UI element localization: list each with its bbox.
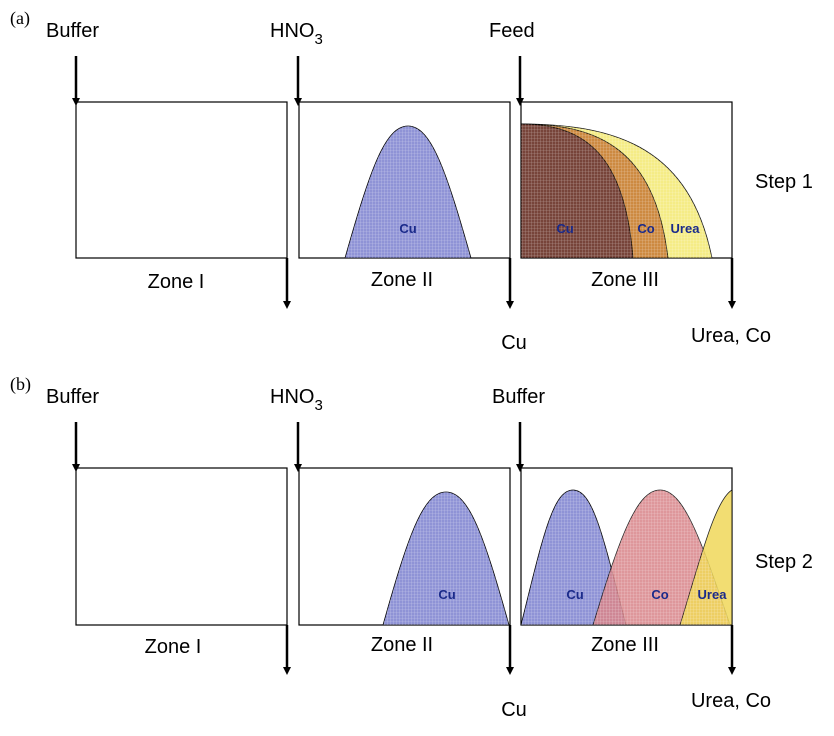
inlet-label: Feed [489, 20, 535, 42]
inlet-label: HNO3 [270, 20, 323, 48]
peak-label: Cu [438, 587, 455, 602]
outlet-label: Urea, Co [691, 690, 771, 712]
peak-texture [345, 126, 471, 258]
outlet-label: Cu [501, 332, 527, 354]
zone-box [75, 467, 288, 626]
peak-label: Co [651, 587, 668, 602]
zone-label: Zone I [145, 636, 202, 658]
peak-texture [521, 124, 712, 258]
peak-label: Cu [566, 587, 583, 602]
zone-label: Zone II [371, 634, 433, 656]
inlet-label: Buffer [46, 386, 99, 408]
outlet-label: Urea, Co [691, 325, 771, 347]
zone-label: Zone II [371, 269, 433, 291]
inlet-label: HNO3 [270, 386, 323, 414]
panel-a: (a) Buffer HNO3 Feed Cu Cu Co Urea Zone … [10, 8, 813, 354]
peak-label: Urea [698, 587, 728, 602]
zone-label: Zone III [591, 269, 659, 291]
peak-label: Urea [671, 221, 701, 236]
zone-box [75, 101, 288, 259]
inlet-label: Buffer [492, 386, 545, 408]
zone-label: Zone I [148, 271, 205, 293]
step-label: Step 2 [755, 551, 813, 573]
peak-label: Co [637, 221, 654, 236]
peak-label: Cu [399, 221, 416, 236]
panel-label: (b) [10, 374, 31, 395]
panel-b: (b) Buffer HNO3 Buffer Cu Cu Co Urea Zon… [10, 374, 813, 721]
peak-texture [383, 490, 730, 625]
panel-label: (a) [10, 8, 30, 29]
outlet-label: Cu [501, 699, 527, 721]
inlet-label: Buffer [46, 20, 99, 42]
zone-label: Zone III [591, 634, 659, 656]
step-label: Step 1 [755, 171, 813, 193]
peak-label: Cu [556, 221, 573, 236]
